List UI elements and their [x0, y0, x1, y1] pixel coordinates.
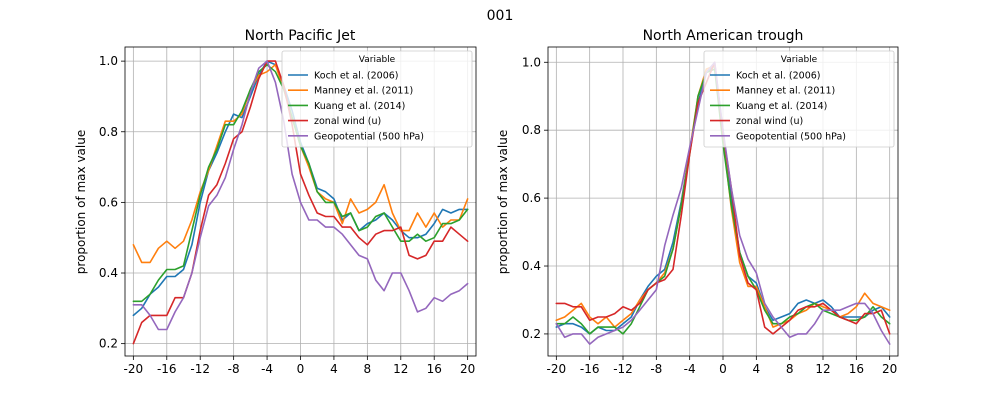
- x-tick-label: -4: [684, 362, 696, 376]
- x-tick-label: 16: [427, 362, 442, 376]
- series-line: [132, 60, 469, 331]
- x-tick-label: -12: [190, 362, 210, 376]
- x-tick-label: -12: [613, 362, 633, 376]
- figure-suptitle: 001: [487, 8, 514, 24]
- y-tick-label: 0.6: [99, 195, 118, 209]
- x-axis: -20 -16 -12 -8 -4 0 4 8 12 16 20: [124, 356, 475, 376]
- x-tick-label: -16: [157, 362, 177, 376]
- x-tick-label: 20: [460, 362, 475, 376]
- x-tick-label: -20: [124, 362, 144, 376]
- y-axis-label: proportion of max value: [74, 130, 88, 274]
- plot-frame: [547, 46, 899, 357]
- legend-label: Koch et al. (2006): [314, 71, 399, 82]
- legend-label: Manney et al. (2011): [314, 86, 413, 97]
- legend-label: Kuang et al. (2014): [314, 101, 405, 112]
- x-tick-label: 0: [719, 362, 727, 376]
- legend-title: Variable: [781, 55, 818, 65]
- x-tick-label: 8: [786, 362, 794, 376]
- panel-title: North American trough: [643, 28, 804, 44]
- y-axis-label: proportion of max value: [496, 130, 510, 274]
- y-tick-label: 0.8: [99, 125, 118, 139]
- panel-north-american-trough: North American trough proportion of max …: [496, 28, 899, 376]
- legend: Variable Koch et al. (2006) Manney et al. …: [703, 50, 895, 148]
- x-tick-label: -16: [580, 362, 600, 376]
- x-tick-label: -8: [650, 362, 662, 376]
- y-tick-label: 0.2: [99, 337, 118, 351]
- legend: Variable Koch et al. (2006) Manney et al. …: [281, 50, 473, 148]
- x-tick-label: -4: [261, 362, 273, 376]
- y-tick-label: 0.4: [522, 259, 541, 273]
- x-tick-label: 4: [330, 362, 338, 376]
- y-axis: 0.2 0.4 0.6 0.8 1.0: [99, 54, 125, 351]
- x-tick-label: 8: [364, 362, 372, 376]
- legend-frame: [281, 50, 473, 148]
- x-tick-label: -8: [228, 362, 240, 376]
- legend-label: Manney et al. (2011): [736, 86, 835, 97]
- legend-label: Kuang et al. (2014): [736, 101, 827, 112]
- x-tick-label: 4: [753, 362, 761, 376]
- panel-north-pacific-jet: North Pacific Jet proportion of max valu…: [74, 28, 477, 376]
- plot-frame: [124, 46, 477, 357]
- y-tick-label: 1.0: [99, 54, 118, 68]
- y-tick-label: 0.2: [522, 327, 541, 341]
- legend-label: Geopotential (500 hPa): [314, 131, 424, 142]
- legend-label: zonal wind (u): [736, 116, 803, 127]
- legend-title: Variable: [359, 55, 396, 65]
- x-tick-label: 12: [815, 362, 830, 376]
- x-axis: -20 -16 -12 -8 -4 0 4 8 12 16 20: [547, 356, 897, 376]
- x-tick-label: -20: [547, 362, 567, 376]
- y-axis: 0.2 0.4 0.6 0.8 1.0: [522, 55, 548, 341]
- legend-label: Koch et al. (2006): [736, 71, 821, 82]
- x-tick-label: 12: [393, 362, 408, 376]
- x-tick-label: 0: [297, 362, 305, 376]
- y-tick-label: 0.6: [522, 191, 541, 205]
- x-tick-label: 16: [849, 362, 864, 376]
- panel-title: North Pacific Jet: [245, 28, 356, 44]
- legend-label: Geopotential (500 hPa): [736, 131, 846, 142]
- y-tick-label: 0.4: [99, 266, 118, 280]
- x-tick-label: 20: [882, 362, 897, 376]
- legend-label: zonal wind (u): [314, 116, 381, 127]
- legend-frame: [703, 50, 895, 148]
- y-tick-label: 1.0: [522, 55, 541, 69]
- y-tick-label: 0.8: [522, 123, 541, 137]
